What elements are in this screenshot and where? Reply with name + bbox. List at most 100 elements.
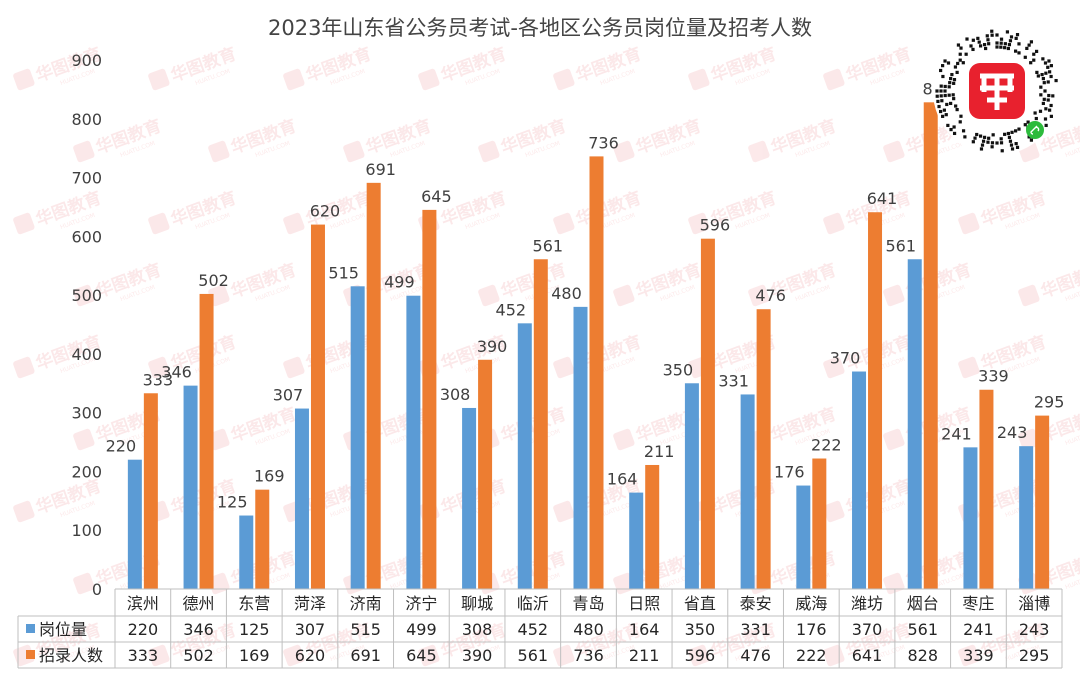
table-cell: 222 (796, 646, 827, 665)
table-cell: 828 (907, 646, 938, 665)
bar-岗位量 (294, 408, 309, 589)
bar-岗位量 (1019, 446, 1034, 589)
table-cell: 452 (518, 620, 549, 639)
bar-岗位量 (629, 492, 644, 589)
table-cell: 176 (796, 620, 827, 639)
y-tick-label: 200 (71, 462, 102, 481)
y-tick-label: 300 (71, 404, 102, 423)
bar-招录人数 (310, 224, 325, 590)
data-label: 502 (198, 271, 229, 290)
table-cell: 620 (295, 646, 326, 665)
x-tick-label: 省直 (684, 594, 716, 613)
bar-招录人数 (868, 212, 883, 590)
bar-岗位量 (350, 286, 365, 589)
bars-layer (127, 102, 1050, 590)
y-tick-label: 800 (71, 110, 102, 129)
table-cell: 220 (128, 620, 159, 639)
data-label: 331 (718, 371, 749, 390)
y-tick-label: 600 (71, 227, 102, 246)
bar-招录人数 (756, 309, 771, 589)
table-cell: 561 (518, 646, 549, 665)
legend-swatch (26, 650, 35, 659)
x-tick-label: 枣庄 (962, 594, 994, 613)
data-label: 222 (811, 436, 842, 455)
table-cell: 243 (1019, 620, 1050, 639)
data-label: 452 (496, 300, 527, 319)
table-cell: 339 (963, 646, 994, 665)
data-label: 390 (477, 337, 508, 356)
table-cell: 480 (573, 620, 604, 639)
table-cell: 596 (685, 646, 716, 665)
data-label: 641 (867, 189, 898, 208)
data-label: 350 (663, 360, 694, 379)
data-label: 561 (885, 236, 916, 255)
bar-招录人数 (1035, 415, 1050, 589)
data-label: 295 (1034, 393, 1065, 412)
data-label: 211 (644, 442, 675, 461)
table-cell: 561 (907, 620, 938, 639)
qr-code[interactable] (932, 26, 1062, 156)
qr-pattern (935, 29, 1058, 153)
data-label: 176 (774, 463, 805, 482)
table-cell: 641 (852, 646, 883, 665)
table-cell: 499 (406, 620, 437, 639)
y-tick-label: 700 (71, 169, 102, 188)
y-tick-label: 500 (71, 286, 102, 305)
data-label: 515 (328, 263, 359, 282)
bar-招录人数 (645, 464, 660, 589)
legend-swatch (26, 624, 35, 633)
bar-岗位量 (406, 295, 421, 589)
data-label: 370 (830, 349, 861, 368)
table-cell: 476 (740, 646, 771, 665)
data-label: 243 (997, 423, 1028, 442)
table-cell: 645 (406, 646, 437, 665)
bar-岗位量 (852, 371, 867, 589)
data-label: 125 (217, 493, 248, 512)
bar-岗位量 (907, 259, 922, 589)
data-label: 596 (700, 216, 731, 235)
x-tick-label: 东营 (238, 594, 270, 613)
y-axis: 0 100 200 300 400 500 600 700 800 900 (71, 51, 102, 599)
qr-code-image (933, 27, 1061, 155)
bar-招录人数 (255, 489, 270, 589)
x-tick-label: 威海 (795, 594, 827, 613)
data-label: 691 (365, 160, 396, 179)
table-cell: 211 (629, 646, 660, 665)
data-label: 476 (755, 286, 786, 305)
table-cell: 691 (350, 646, 381, 665)
x-tick-label: 济宁 (405, 594, 437, 613)
bar-岗位量 (462, 407, 477, 589)
bar-招录人数 (143, 393, 158, 589)
table-cell: 169 (239, 646, 270, 665)
chart-title: 2023年山东省公务员考试-各地区公务员岗位量及招考人数 (268, 16, 812, 40)
data-label: 169 (254, 467, 285, 486)
link-badge-icon (1026, 121, 1044, 139)
bar-招录人数 (199, 293, 214, 589)
y-tick-label: 0 (92, 580, 102, 599)
data-label: 339 (978, 367, 1009, 386)
x-tick-label: 泰安 (740, 594, 772, 613)
bar-招录人数 (533, 259, 548, 589)
table-cell: 370 (852, 620, 883, 639)
x-tick-label: 菏泽 (294, 594, 326, 613)
bar-岗位量 (183, 385, 198, 589)
table-cell: 241 (963, 620, 994, 639)
data-label: 499 (384, 273, 415, 292)
data-label: 480 (551, 284, 582, 303)
table-cell: 307 (295, 620, 326, 639)
bar-岗位量 (796, 485, 811, 589)
data-label: 645 (421, 187, 452, 206)
x-tick-label: 烟台 (907, 594, 939, 613)
y-tick-label: 100 (71, 521, 102, 540)
bar-招录人数 (589, 156, 604, 589)
table-cell: 350 (685, 620, 716, 639)
bar-岗位量 (740, 394, 755, 589)
bar-岗位量 (239, 515, 254, 589)
y-tick-label: 400 (71, 345, 102, 364)
data-label: 346 (161, 363, 192, 382)
bar-招录人数 (422, 209, 437, 589)
